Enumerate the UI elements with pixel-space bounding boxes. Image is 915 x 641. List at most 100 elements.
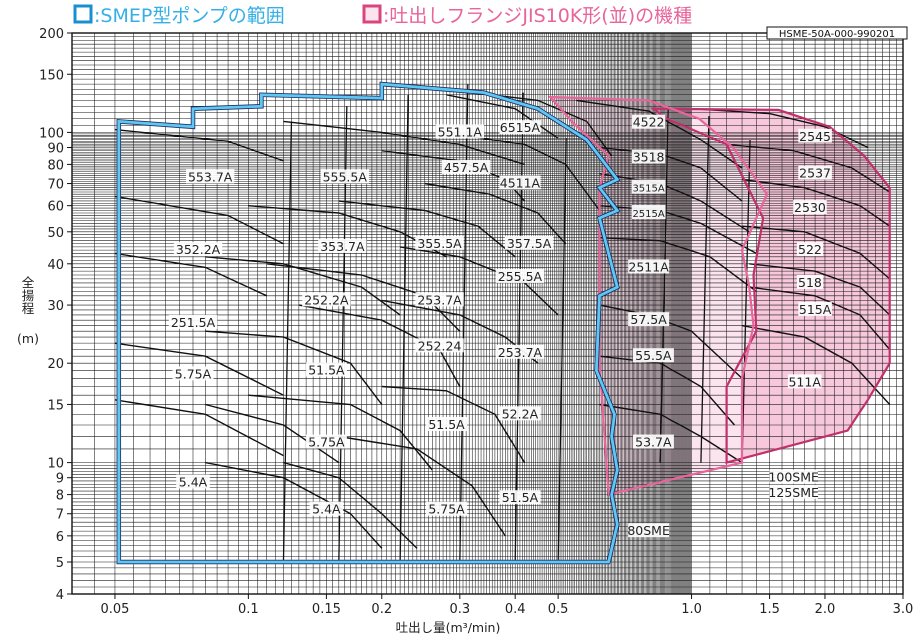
label-bg [499, 120, 541, 135]
curve-label: 515A [799, 302, 832, 317]
x-tick-label: 3.0 [893, 602, 914, 617]
pump-curve-5-4A [205, 461, 383, 549]
x-tick-label: 0.2 [371, 602, 392, 617]
curve-label: 2515A [632, 209, 664, 220]
label-bg [305, 434, 347, 449]
y-tick-label: 50 [47, 226, 64, 241]
pump-curve-551-1A [446, 94, 559, 139]
label-bg [796, 242, 824, 257]
label-bg [798, 301, 832, 316]
pump-curve-352-2A [114, 195, 284, 245]
pump-curve-5-4A [114, 399, 284, 457]
y-tick-label: 8 [56, 489, 64, 504]
range-divider [514, 92, 524, 563]
chart-code: HSME-50A-000-990201 [779, 29, 895, 40]
pump-curve-3515A [599, 173, 750, 233]
y-tick-label: 40 [47, 258, 64, 273]
y-tick-label: 20 [47, 357, 64, 372]
pink-range-100sme-outline [650, 107, 891, 465]
range-divider [282, 121, 293, 563]
curve-label: 52.2A [502, 406, 539, 421]
label-bg [499, 175, 541, 190]
curve-label: 555.5A [323, 170, 368, 185]
pump-curve-51-5A [248, 394, 433, 471]
x-tick-label: 1.5 [759, 602, 780, 617]
y-tick-label: 80 [47, 158, 64, 173]
pump-curve-252-2A [298, 304, 461, 387]
y-tick-label: 10 [47, 457, 64, 472]
curve-label: 252.24 [418, 338, 462, 353]
pump-curve-55-5A [599, 355, 736, 426]
label-bg [628, 312, 670, 327]
curve-label: 5.4A [312, 502, 341, 517]
y-tick-label: 4 [56, 588, 64, 603]
label-bg [495, 344, 545, 359]
label-bg [172, 366, 214, 381]
label-bg [173, 242, 223, 257]
label-bg [415, 292, 464, 307]
pump-curve-3518 [599, 146, 743, 202]
curve-label: 511A [788, 374, 821, 389]
y-tick-label: 150 [39, 68, 64, 83]
pump-curves [114, 84, 891, 563]
curve-label: 2537 [799, 166, 831, 181]
pump-curve-53-7A [599, 403, 743, 464]
label-bg [798, 165, 832, 180]
x-tick-label: 1.0 [681, 602, 702, 617]
label-bg [176, 474, 210, 489]
label-bg [631, 149, 666, 164]
code-box: HSME-50A-000-990201 [766, 26, 908, 40]
label-bg [769, 469, 818, 484]
label-bg [769, 484, 818, 499]
pump-curve-553-7A [114, 128, 284, 162]
pink-range-80sme-outline [547, 95, 769, 496]
x-axis-label: 吐出し量(m³/min) [396, 620, 501, 635]
curve-label: 3518 [633, 149, 665, 164]
curve-label: 518 [798, 275, 822, 290]
label-bg [305, 362, 347, 377]
pump-curve-255-5A [399, 246, 559, 316]
label-bg [628, 523, 670, 538]
label-bg [499, 490, 541, 505]
curve-label: 522 [798, 242, 822, 257]
label-bg [415, 338, 464, 353]
pump-curve-2545 [691, 108, 869, 149]
y-axis-unit: (m) [17, 331, 39, 346]
pump-curve-57-5A [599, 304, 743, 379]
label-bg [318, 238, 367, 253]
curve-labels: 553.7A 555.5A 551.1A 6515A 457.5A 4511A 352.2A… [168, 114, 832, 538]
label-bg [631, 114, 666, 129]
y-tick-label: 15 [47, 398, 64, 413]
y-tick-label: 90 [47, 142, 64, 157]
curve-label: 357.5A [507, 236, 552, 251]
pump-curve-2530 [741, 178, 891, 227]
y-axis-label-char: 程 [22, 301, 35, 316]
curve-label: 553.7A [188, 170, 233, 185]
label-bg [798, 128, 832, 143]
label-bg [632, 434, 674, 449]
y-tick-label: 70 [47, 178, 64, 193]
pump-curve-51-5A [338, 435, 506, 537]
x-tick-label: 2.0 [815, 602, 836, 617]
range-outlines [116, 81, 891, 565]
y-axis-label-char: 全 [22, 275, 35, 290]
legend-blue: :SMEP型ポンプの範囲 [73, 4, 285, 27]
label-bg [426, 416, 468, 431]
curve-label: 4522 [633, 115, 665, 130]
curve-label: 6515A [500, 120, 541, 135]
pump-curve-522 [741, 225, 891, 280]
curve-label: 5.75A [308, 435, 345, 450]
curve-label: 2530 [794, 200, 826, 215]
label-bg [441, 160, 491, 175]
curve-label: 355.5A [417, 236, 462, 251]
x-tick-label: 0.15 [312, 602, 341, 617]
range-divider [557, 138, 567, 563]
label-bg [415, 235, 464, 250]
label-bg [435, 124, 485, 139]
pump-curve-511A [741, 324, 891, 405]
label-bg [499, 406, 541, 421]
curve-label: 57.5A [630, 312, 667, 327]
curve-label: 457.5A [444, 160, 489, 175]
label-bg [495, 268, 545, 283]
